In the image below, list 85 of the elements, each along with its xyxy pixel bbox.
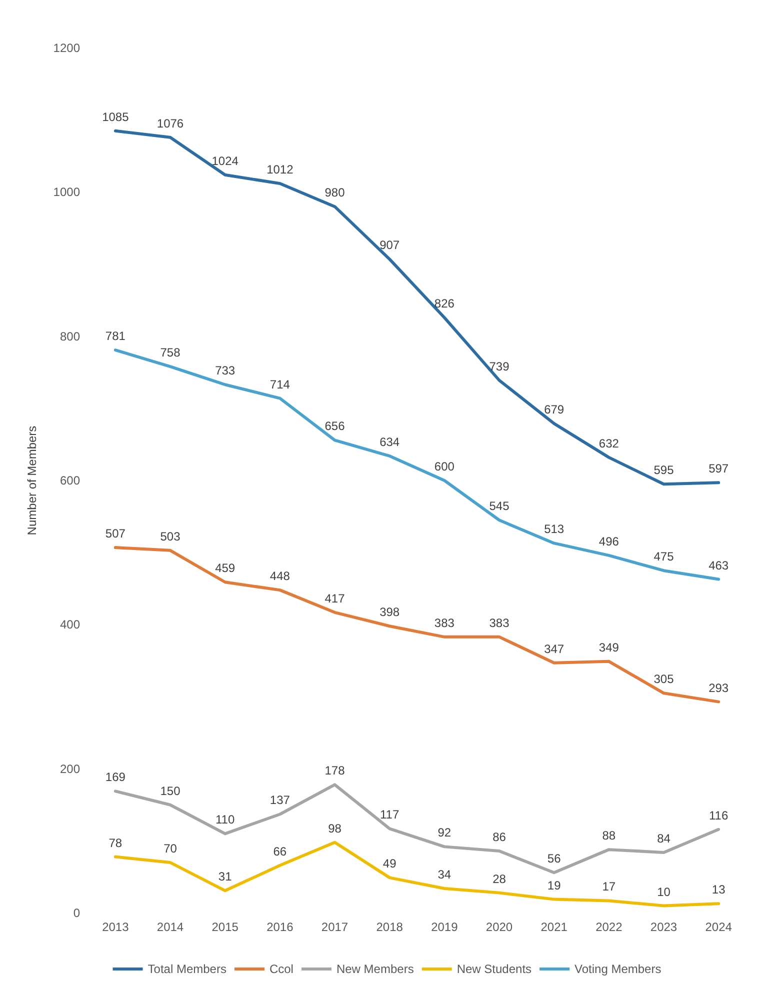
data-label: 88	[602, 828, 616, 843]
data-label: 1085	[102, 110, 130, 124]
data-label: 507	[105, 526, 126, 541]
data-label: 19	[547, 878, 562, 892]
data-label: 305	[654, 672, 674, 686]
legend-label: Ccol	[269, 962, 294, 976]
data-label: 595	[654, 463, 674, 478]
x-tick-label: 2013	[102, 920, 130, 934]
x-tick-label: 2014	[156, 920, 184, 934]
x-tick-label: 2015	[212, 920, 239, 934]
data-label: 545	[489, 499, 510, 514]
y-tick-label: 800	[60, 329, 80, 344]
data-label: 56	[547, 852, 562, 866]
data-label: 178	[324, 764, 346, 778]
data-label: 448	[270, 569, 290, 584]
data-label: 116	[709, 808, 728, 822]
y-tick-label: 0	[73, 906, 80, 920]
data-label: 907	[380, 238, 400, 252]
x-tick-label: 2022	[596, 920, 623, 934]
legend-label: Total Members	[148, 962, 226, 976]
data-label: 980	[324, 186, 346, 200]
x-tick-label: 2017	[321, 920, 348, 934]
data-label: 459	[215, 561, 236, 576]
data-label: 739	[489, 359, 510, 374]
data-label: 347	[544, 642, 564, 656]
data-label: 49	[382, 856, 397, 871]
data-label: 463	[708, 558, 729, 572]
data-label: 169	[105, 770, 126, 784]
y-tick-label: 600	[60, 474, 80, 488]
x-tick-label: 2023	[650, 920, 678, 934]
data-label: 398	[380, 605, 400, 620]
data-label: 597	[708, 462, 729, 476]
data-label: 66	[273, 844, 287, 858]
data-label: 714	[270, 377, 290, 392]
legend-label: New Students	[456, 962, 532, 976]
x-tick-label: 2019	[431, 920, 458, 934]
data-label: 86	[492, 830, 506, 844]
data-label: 349	[598, 640, 620, 654]
y-tick-label: 1000	[53, 185, 80, 200]
x-tick-label: 2021	[540, 920, 568, 934]
y-tick-label: 400	[60, 618, 80, 632]
data-label: 150	[160, 784, 181, 798]
legend-label: Voting Members	[574, 962, 662, 976]
data-label: 475	[654, 550, 674, 564]
x-tick-label: 2016	[266, 920, 294, 934]
data-label: 826	[434, 296, 455, 311]
data-label: 632	[598, 436, 620, 450]
data-label: 383	[489, 616, 510, 630]
data-label: 117	[380, 808, 400, 822]
data-label: 13	[712, 882, 726, 897]
data-label: 293	[708, 680, 729, 695]
data-label: 1012	[266, 162, 294, 177]
data-label: 513	[544, 522, 564, 536]
data-label: 781	[105, 329, 126, 344]
y-tick-label: 200	[60, 762, 80, 776]
data-label: 28	[492, 872, 506, 886]
data-label: 503	[160, 529, 181, 544]
data-label: 496	[598, 534, 620, 548]
data-label: 78	[108, 836, 122, 850]
data-label: 34	[438, 867, 452, 882]
x-tick-label: 2018	[376, 920, 404, 934]
data-label: 70	[164, 842, 178, 856]
data-label: 383	[434, 616, 455, 630]
y-axis-title: Number of Members	[25, 426, 39, 536]
x-tick-label: 2024	[705, 920, 732, 934]
data-label: 84	[657, 831, 671, 846]
legend-label: New Members	[336, 962, 414, 976]
data-label: 758	[160, 346, 181, 360]
data-label: 634	[380, 434, 400, 449]
y-tick-label: 1200	[53, 41, 80, 55]
x-tick-label: 2020	[486, 920, 513, 934]
data-label: 733	[215, 364, 236, 378]
data-label: 31	[218, 870, 232, 884]
data-label: 679	[544, 402, 564, 417]
data-label: 137	[270, 793, 290, 808]
data-label: 98	[328, 821, 342, 836]
data-label: 10	[657, 884, 671, 899]
data-label: 1076	[156, 116, 184, 130]
data-label: 656	[324, 419, 346, 434]
data-label: 17	[602, 880, 616, 894]
data-label: 417	[324, 591, 346, 606]
data-label: 1024	[212, 154, 239, 168]
data-label: 110	[216, 812, 235, 827]
data-label: 92	[438, 826, 452, 840]
data-label: 600	[434, 460, 455, 474]
